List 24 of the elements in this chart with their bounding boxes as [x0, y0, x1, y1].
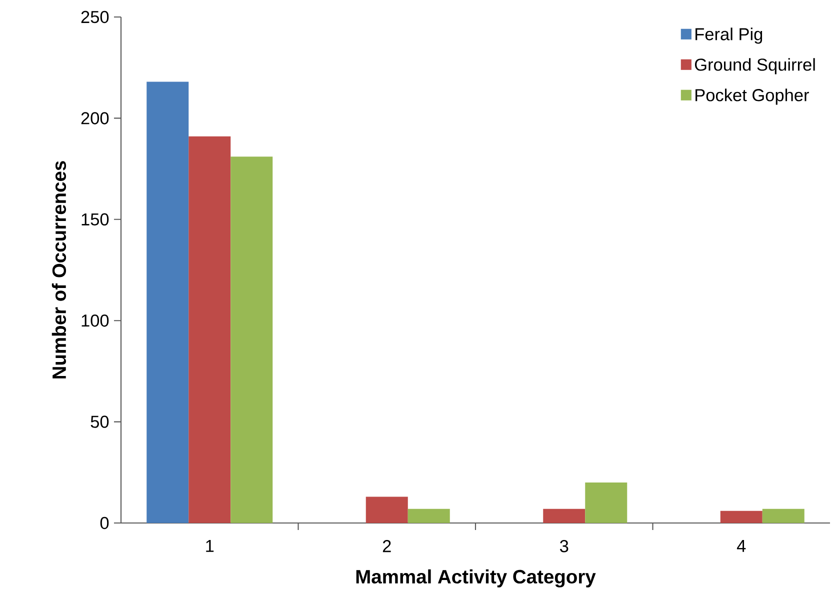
x-tick-label: 4: [736, 540, 746, 552]
legend-label: Feral Pig: [696, 28, 762, 44]
y-tick-label: 50: [90, 416, 109, 428]
y-tick-label: 150: [82, 213, 109, 226]
y-tick-label: 0: [100, 516, 109, 530]
bar: [146, 82, 189, 524]
bar: [230, 156, 273, 524]
bar: [543, 508, 586, 524]
legend-label: Ground Squirrel: [694, 58, 815, 74]
legend-label: Pocket Gopher: [696, 88, 809, 105]
y-tick-label: 200: [81, 112, 109, 124]
bar: [720, 510, 762, 524]
bar: [188, 136, 231, 524]
x-axis-title: Mammal Activity Category: [356, 569, 596, 588]
bar: [408, 508, 450, 524]
bar: [366, 496, 408, 524]
y-axis-title: Number of Occurrences: [52, 161, 66, 378]
x-tick-label: 2: [382, 540, 391, 552]
y-tick-label: 250: [81, 10, 109, 24]
x-tick-label: 3: [560, 540, 568, 552]
bar: [762, 508, 804, 524]
bar: [585, 482, 628, 524]
x-tick-label: 1: [206, 540, 214, 552]
y-tick-label: 100: [82, 314, 109, 327]
